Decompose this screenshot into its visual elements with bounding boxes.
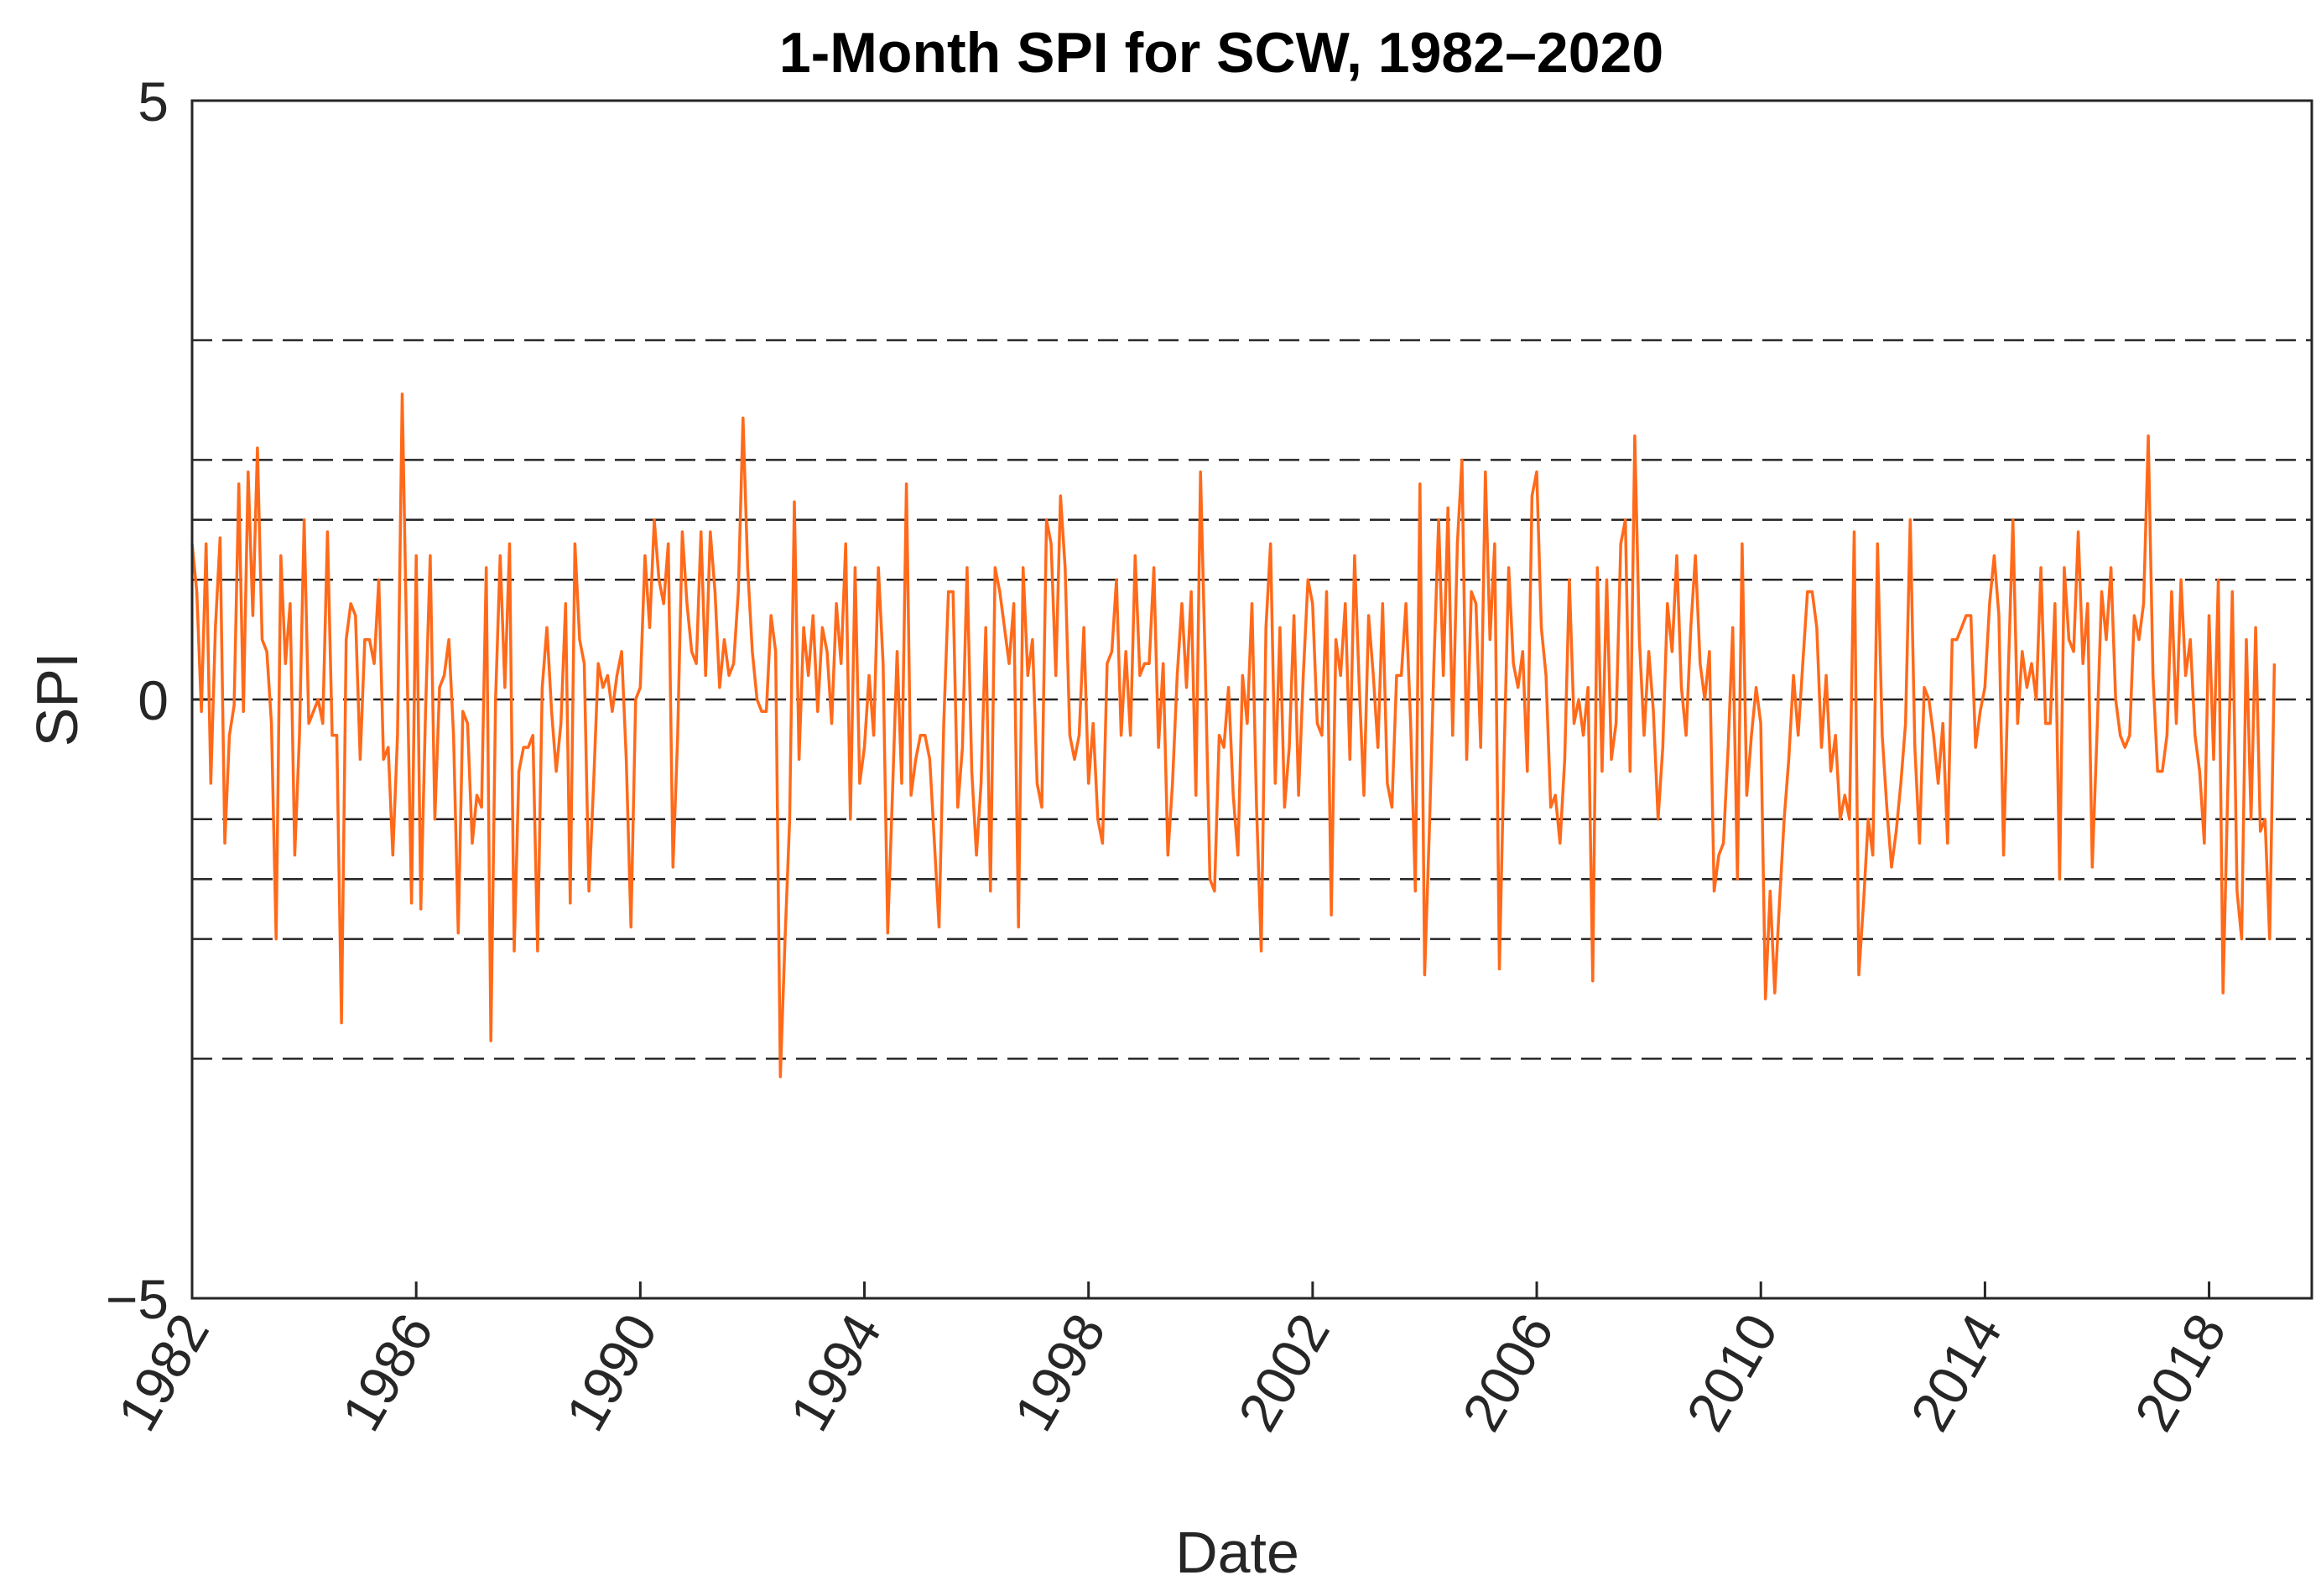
x-axis-label: Date: [1175, 1520, 1299, 1585]
chart-title: 1-Month SPI for SCW, 1982–2020: [779, 21, 1663, 85]
series-group: [190, 393, 2277, 1079]
y-tick-label: −5: [106, 1268, 169, 1330]
y-tick-label: 5: [138, 70, 169, 133]
y-axis-label: SPI: [24, 652, 90, 747]
threshold-lines: [192, 339, 2312, 1060]
y-tick-label: 0: [138, 669, 169, 731]
plot-area-frame: [190, 99, 2313, 1300]
spi-series-line: [190, 393, 2277, 1079]
